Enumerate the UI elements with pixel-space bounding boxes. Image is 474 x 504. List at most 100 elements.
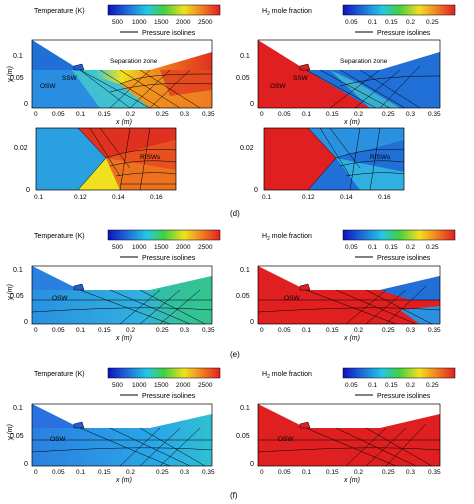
zoom-x-tick: 0.16 (378, 194, 391, 201)
temperature-colorbar-d: Temperature (K) 500 1000 1500 2000 2500 … (34, 4, 221, 37)
x-axis-label: x (m) (115, 119, 132, 126)
x-tick: 0.2 (126, 469, 135, 476)
plot-d-h2-zoom: RfSWs 0.02 0 0.1 0.12 0.14 0.16 (240, 127, 405, 201)
x-tick: 0.15 (326, 327, 339, 334)
h2-tick-0: 0.05 (345, 382, 358, 389)
plot-d-temperature-zoom: RfSWs 0.02 0 0.1 0.12 0.14 0.16 (14, 127, 177, 201)
y-tick-0.05: 0.05 (236, 433, 250, 440)
x-tick: 0.35 (202, 111, 215, 118)
zoom-x-tick: 0.1 (262, 194, 271, 201)
h2-tick-0: 0.05 (345, 244, 358, 251)
label-osw: OSW (284, 295, 300, 302)
plot-e-h2: OSW 0.1 0.05 0 0 0.05 0.1 0.15 0.2 0.25 … (236, 265, 441, 342)
y-tick-0.05: 0.05 (10, 293, 24, 300)
zoom-x-tick: 0.14 (340, 194, 353, 201)
pressure-isolines-label: Pressure isolines (142, 393, 196, 400)
label-separation-zone: Separation zone (340, 58, 388, 65)
pressure-isolines-label: Pressure isolines (377, 30, 431, 37)
h2-title: H2 mole fraction (262, 8, 312, 17)
y-axis-label: y (m) (7, 66, 14, 83)
temperature-colorbar-e: Temperature (K) 500 1000 1500 2000 2500 … (34, 229, 221, 262)
label-ssw: SSW (293, 75, 309, 82)
x-tick: 0 (34, 327, 38, 334)
y-tick-0.05: 0.05 (10, 433, 24, 440)
x-tick: 0.2 (126, 111, 135, 118)
label-rfsws: RfSWs (140, 154, 161, 161)
panel-label-f: (f) (230, 491, 238, 500)
h2-tick-1: 0.1 (368, 19, 377, 26)
x-tick: 0.2 (126, 327, 135, 334)
x-tick: 0.15 (98, 327, 111, 334)
pressure-isolines-label: Pressure isolines (142, 255, 196, 262)
temp-tick-1: 1000 (132, 382, 147, 389)
temperature-title: Temperature (K) (34, 8, 85, 15)
x-tick: 0.1 (76, 111, 85, 118)
x-tick: 0.25 (156, 111, 169, 118)
pressure-isolines-label: Pressure isolines (377, 255, 431, 262)
x-tick: 0.05 (52, 111, 65, 118)
temp-tick-0: 500 (112, 244, 123, 251)
x-tick: 0 (260, 111, 264, 118)
zoom-y-tick: 0 (254, 187, 258, 194)
x-axis-label: x (m) (343, 477, 360, 484)
x-tick: 0.2 (354, 111, 363, 118)
pressure-isolines-label: Pressure isolines (142, 30, 196, 37)
x-tick: 0.05 (52, 469, 65, 476)
h2-tick-3: 0.2 (406, 244, 415, 251)
h2-tick-4: 0.25 (426, 382, 439, 389)
plot-e-temperature: OSW 0.1 0.05 0 y (m) 0 0.05 0.1 0.15 0.2… (7, 265, 215, 342)
label-separation-zone: Separation zone (110, 58, 158, 65)
temp-tick-3: 2000 (176, 382, 191, 389)
h2-tick-1: 0.1 (368, 244, 377, 251)
x-tick: 0.15 (98, 111, 111, 118)
panel-label-d: (d) (230, 209, 240, 218)
x-tick: 0.25 (382, 327, 395, 334)
h2-tick-3: 0.2 (406, 382, 415, 389)
plot-f-temperature: OSW 0.1 0.05 0 y (m) 0 0.05 0.1 0.15 0.2… (7, 403, 215, 484)
temp-tick-4: 2500 (198, 19, 213, 26)
zoom-y-tick: 0.02 (240, 145, 254, 152)
label-rfsws: RfSWs (370, 154, 391, 161)
x-tick: 0.05 (278, 469, 291, 476)
y-tick-0.05: 0.05 (236, 293, 250, 300)
plot-d-temperature-main: OSW SSW Separation zone 0.1 0.05 0 y (m)… (7, 39, 215, 126)
y-tick-0.1: 0.1 (240, 405, 250, 412)
zoom-x-tick: 0.14 (112, 194, 125, 201)
y-tick-0.1: 0.1 (240, 267, 250, 274)
x-tick: 0.1 (76, 469, 85, 476)
x-axis-label: x (m) (343, 335, 360, 342)
temperature-title: Temperature (K) (34, 233, 85, 240)
temp-tick-4: 2500 (198, 382, 213, 389)
y-tick-0: 0 (24, 101, 28, 108)
label-osw: OSW (278, 436, 294, 443)
y-tick-0: 0 (24, 461, 28, 468)
x-tick: 0.15 (98, 469, 111, 476)
panel-label-e: (e) (230, 350, 240, 359)
y-tick-0.1: 0.1 (13, 405, 23, 412)
h2-title: H2 mole fraction (262, 371, 312, 380)
y-tick-0: 0 (24, 319, 28, 326)
y-axis-label: y (m) (7, 424, 14, 441)
temp-tick-1: 1000 (132, 19, 147, 26)
zoom-x-tick: 0.12 (302, 194, 315, 201)
x-tick: 0.35 (202, 327, 215, 334)
h2-tick-4: 0.25 (426, 19, 439, 26)
h2-tick-4: 0.25 (426, 244, 439, 251)
x-tick: 0.3 (406, 469, 415, 476)
x-tick: 0.15 (326, 469, 339, 476)
x-tick: 0.25 (382, 469, 395, 476)
temp-tick-0: 500 (112, 19, 123, 26)
zoom-x-tick: 0.16 (150, 194, 163, 201)
x-axis-label: x (m) (343, 119, 360, 126)
x-tick: 0 (34, 469, 38, 476)
temperature-colorbar-f: Temperature (K) 500 1000 1500 2000 2500 … (34, 367, 221, 400)
temp-tick-3: 2000 (176, 19, 191, 26)
x-tick: 0.25 (156, 327, 169, 334)
x-tick: 0.3 (406, 111, 415, 118)
h2-title: H2 mole fraction (262, 233, 312, 242)
h2-tick-2: 0.15 (385, 382, 398, 389)
x-tick: 0.1 (302, 327, 311, 334)
x-tick: 0 (34, 111, 38, 118)
x-tick: 0.35 (428, 327, 441, 334)
x-tick: 0.1 (302, 469, 311, 476)
